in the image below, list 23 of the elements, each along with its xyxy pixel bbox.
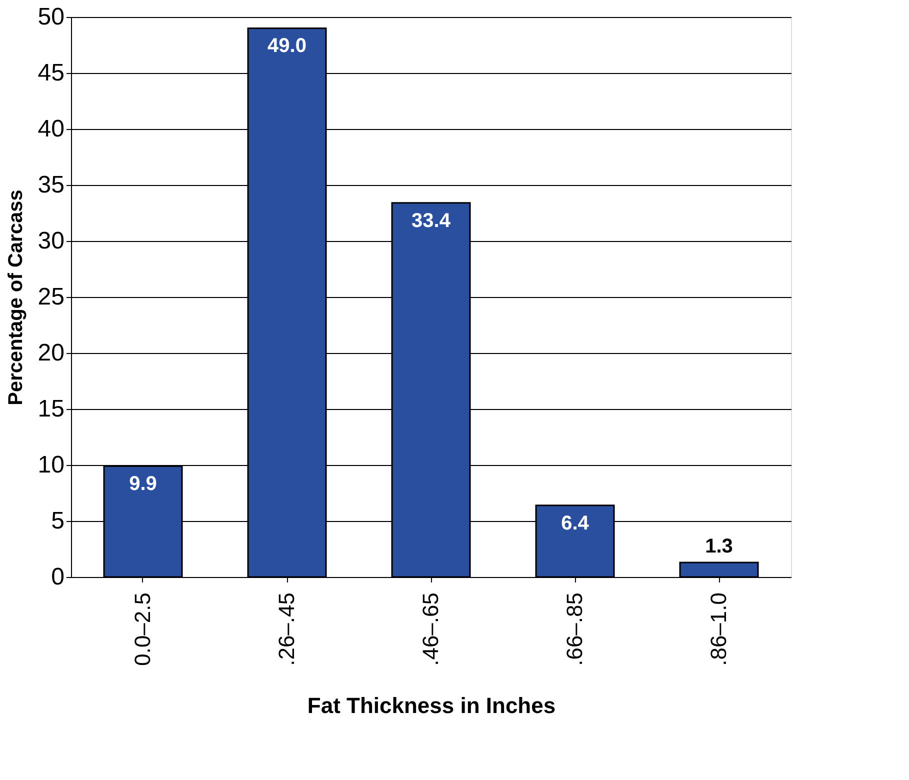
y-tick-label: 45 <box>38 60 64 86</box>
y-tick-label: 20 <box>38 340 64 366</box>
data-label: 9.9 <box>129 473 157 496</box>
y-axis-title: Percentage of Carcass <box>4 190 27 406</box>
y-tick-label: 0 <box>51 564 64 590</box>
y-tick-label: 30 <box>38 228 64 254</box>
y-tick-label: 25 <box>38 284 64 310</box>
data-label: 1.3 <box>705 535 733 558</box>
y-tick-label: 35 <box>38 172 64 198</box>
data-label: 6.4 <box>561 512 590 534</box>
x-tick-label: .26–.45 <box>274 592 299 666</box>
x-tick-label: .66–.85 <box>562 592 587 666</box>
y-tick-label: 15 <box>38 396 64 422</box>
data-label: 33.4 <box>412 210 452 232</box>
y-tick-label: 50 <box>38 4 64 30</box>
data-label: 49.0 <box>268 35 306 58</box>
x-axis-title: Fat Thickness in Inches <box>307 692 556 718</box>
y-tick-label: 10 <box>38 452 64 478</box>
y-tick-label: 40 <box>38 116 64 142</box>
x-tick-label: .46–.65 <box>418 592 443 666</box>
x-tick-label: 0.0–2.5 <box>130 592 155 666</box>
x-tick-label: .86–1.0 <box>706 592 731 666</box>
y-tick-label: 5 <box>51 508 64 534</box>
